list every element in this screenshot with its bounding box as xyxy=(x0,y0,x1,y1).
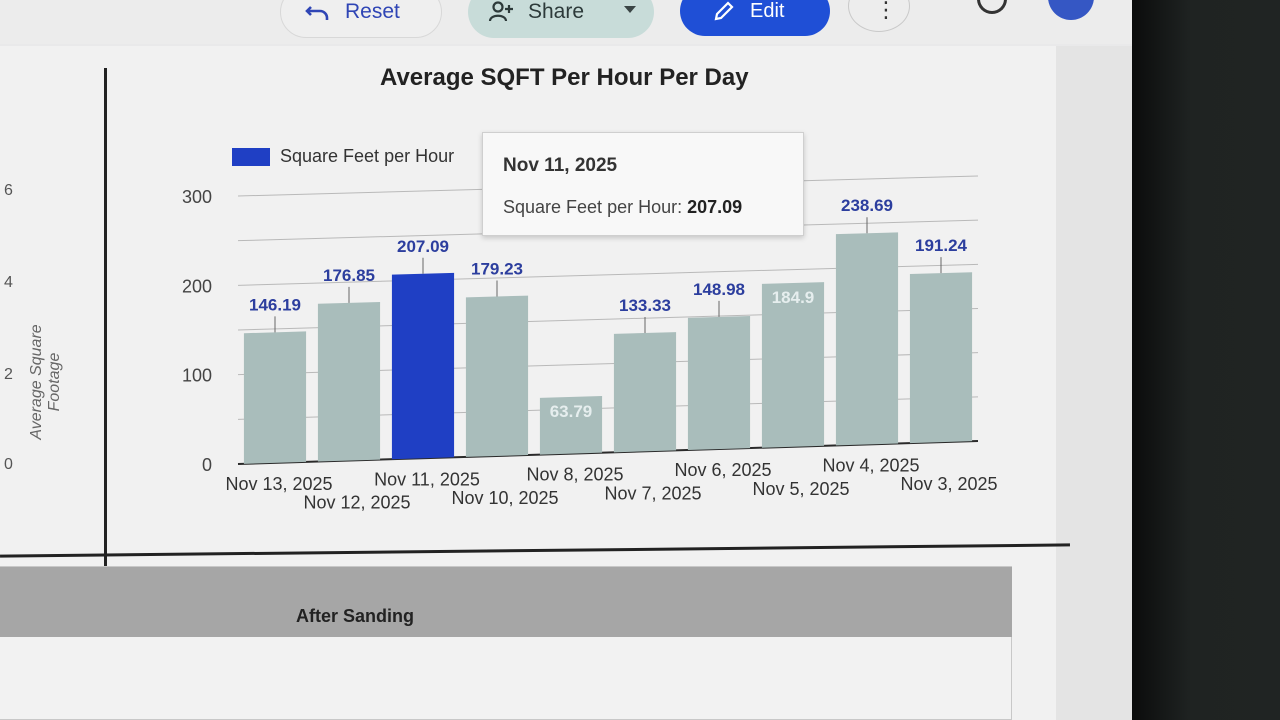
x-tick-label: Nov 4, 2025 xyxy=(822,455,919,475)
x-tick-label: Nov 13, 2025 xyxy=(225,474,332,494)
tooltip-date: Nov 11, 2025 xyxy=(503,155,618,176)
undo-icon xyxy=(305,6,329,20)
legend-label: Square Feet per Hour xyxy=(280,146,455,166)
x-tick-label: Nov 12, 2025 xyxy=(303,493,410,513)
bar xyxy=(835,232,899,446)
data-label: 63.79 xyxy=(550,402,593,421)
screen: Reset Share Edit 6 4 2 0 Average Square xyxy=(0,0,1132,720)
tooltip-row: Square Feet per Hour: 207.09 xyxy=(503,197,783,218)
table-header xyxy=(0,567,1012,637)
edit-label: Edit xyxy=(750,0,785,22)
device-bezel xyxy=(1132,0,1280,720)
add-person-icon xyxy=(488,1,513,22)
reset-label: Reset xyxy=(345,0,400,23)
bar xyxy=(687,316,751,451)
bar xyxy=(909,272,973,444)
bar xyxy=(613,332,677,453)
x-tick-label: Nov 11, 2025 xyxy=(374,469,480,489)
share-label: Share xyxy=(528,0,585,23)
table-header-label[interactable]: After Sanding xyxy=(296,606,415,626)
chart-tooltip: Nov 11, 2025 Square Feet per Hour: 207.0… xyxy=(482,132,804,236)
left-y-tick: 4 xyxy=(4,274,13,291)
pencil-icon xyxy=(714,1,734,21)
x-tick-label: Nov 3, 2025 xyxy=(900,474,997,494)
right-scroll-gutter[interactable] xyxy=(1056,46,1132,720)
bar xyxy=(391,272,455,460)
data-label: 146.19 xyxy=(249,295,301,314)
x-tick-label: Nov 5, 2025 xyxy=(752,479,849,499)
bar xyxy=(317,301,381,462)
chart-divider xyxy=(104,68,107,576)
y-tick-label: 100 xyxy=(182,366,212,386)
data-label: 207.09 xyxy=(397,237,449,256)
y-tick-label: 0 xyxy=(202,455,212,475)
avatar[interactable] xyxy=(1048,0,1094,20)
chart-legend[interactable]: Square Feet per Hour xyxy=(232,146,454,167)
chevron-down-icon[interactable] xyxy=(624,6,636,13)
data-label: 238.69 xyxy=(841,196,893,215)
bar xyxy=(243,331,307,464)
x-tick-label: Nov 6, 2025 xyxy=(674,460,771,480)
share-button[interactable]: Share xyxy=(468,0,654,38)
x-tick-label: Nov 8, 2025 xyxy=(526,465,623,485)
bar xyxy=(465,295,529,457)
data-label: 148.98 xyxy=(693,280,745,299)
bar xyxy=(761,282,825,448)
data-label: 191.24 xyxy=(915,236,968,255)
legend-swatch xyxy=(232,147,270,166)
left-y-tick: 0 xyxy=(4,456,13,473)
left-y-tick: 2 xyxy=(4,366,13,383)
chart-title: Average SQFT Per Hour Per Day xyxy=(380,64,749,91)
left-chart-partial: 6 4 2 0 Average Square Footage xyxy=(0,46,128,576)
reset-button[interactable]: Reset xyxy=(280,0,442,38)
report-toolbar: Reset Share Edit xyxy=(0,0,1132,44)
x-tick-label: Nov 7, 2025 xyxy=(604,483,701,503)
data-label: 179.23 xyxy=(471,259,523,278)
left-y-tick: 6 xyxy=(4,182,13,199)
y-tick-label: 300 xyxy=(182,187,212,207)
data-label: 133.33 xyxy=(619,296,671,315)
y-tick-label: 200 xyxy=(182,276,212,296)
tooltip-value: 207.09 xyxy=(687,197,743,217)
tooltip-series-label: Square Feet per Hour: xyxy=(503,197,683,217)
data-label: 176.85 xyxy=(323,266,375,285)
bar-chart: 146.19 176.85 207.09 179.23 63.79 133.33 148.9… xyxy=(182,175,998,513)
data-label: 184.9 xyxy=(772,288,815,307)
table-panel xyxy=(0,566,1012,720)
x-tick-label: Nov 10, 2025 xyxy=(451,488,558,508)
edit-button[interactable]: Edit xyxy=(680,0,830,36)
bar xyxy=(539,396,603,455)
